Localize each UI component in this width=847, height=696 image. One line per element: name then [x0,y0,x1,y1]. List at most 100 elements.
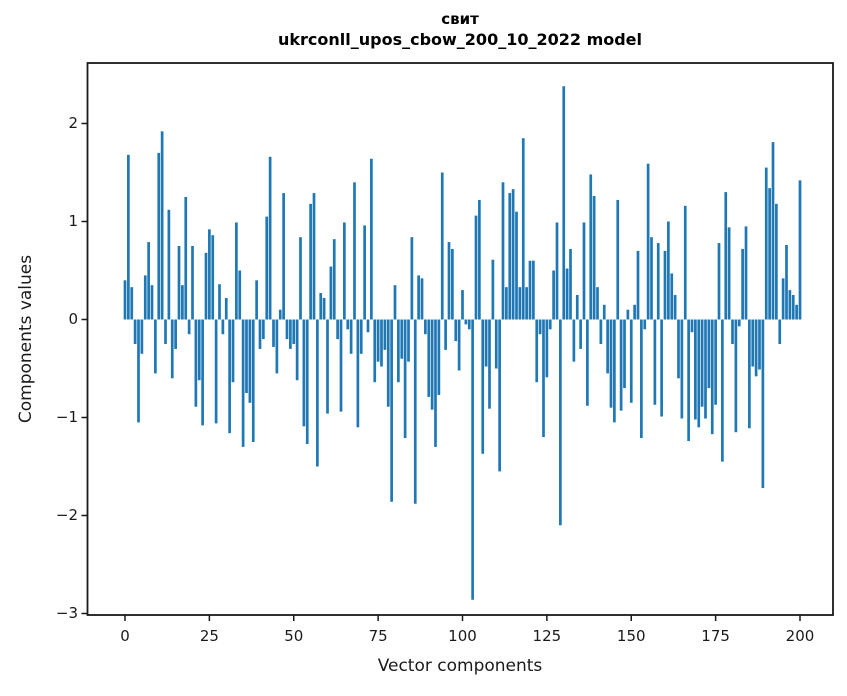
bar [417,275,420,320]
bar [565,268,569,320]
bar [336,319,339,340]
bar [748,319,751,429]
bar [599,319,603,344]
bar [164,319,167,344]
bar [667,221,670,320]
bar [555,222,559,320]
bar [349,319,353,354]
bar [545,319,549,378]
bar [258,319,262,349]
bar [319,293,323,320]
bar [231,319,235,383]
bar [548,319,552,330]
bar [646,163,650,320]
bar [467,319,471,330]
bar [245,319,248,393]
bar [525,287,528,320]
x-tick-label: 100 [448,627,477,645]
bar [535,319,539,383]
bar [272,319,275,347]
bar [397,319,400,383]
bar [592,196,596,320]
bar [299,237,302,320]
bar [454,319,458,342]
bar [687,319,690,442]
bar [690,319,694,333]
bar [140,319,144,354]
bar [606,319,609,374]
bar [137,319,140,423]
bar [508,193,512,320]
y-tick-label: 0 [68,309,78,328]
bar [356,319,360,428]
bar [316,319,319,467]
bar [407,319,410,362]
bar [660,319,663,417]
bar [623,319,626,389]
bar [626,309,630,320]
bar [194,319,198,407]
bar [788,290,792,320]
bar [670,273,674,320]
bar [363,225,366,320]
bar [538,319,542,335]
bar [130,287,134,320]
y-tick-label: −3 [55,603,78,622]
bar [633,304,636,320]
bar [552,270,555,320]
bar [339,319,343,412]
bar [265,216,269,320]
bar [771,142,775,320]
bar [181,285,184,320]
bar [569,248,572,320]
bar [575,295,579,320]
bar [481,319,485,454]
bar [677,319,680,379]
bar [471,319,474,600]
bar [201,319,204,426]
bar [208,229,211,320]
bar [160,131,164,320]
bar [501,182,505,320]
bar [511,189,515,320]
bar [464,319,468,325]
bar [235,222,238,320]
bar [775,203,778,320]
bar [393,285,397,320]
bar [707,319,711,389]
bar [312,193,316,320]
bar [451,248,454,320]
chart-subtitle: ukrconll_upos_cbow_200_10_2022 model [277,30,643,49]
bar [329,266,333,320]
bar [724,192,728,320]
bar [214,319,218,424]
bar [494,319,498,369]
bar [154,319,157,374]
bar [721,319,724,462]
bar [174,319,177,349]
bar [498,319,501,472]
bar [424,319,427,335]
y-tick-label: −2 [55,505,78,524]
bar [400,319,404,359]
bar [282,193,285,320]
bar [427,319,431,397]
y-tick-label: −1 [55,407,78,426]
bar [248,319,252,403]
bar [663,250,667,320]
bar [589,174,593,320]
bar [420,278,424,320]
bar [737,319,741,327]
bar [505,287,508,320]
bar [444,319,447,350]
bar [410,237,414,320]
y-tick-label: 2 [68,113,78,132]
bar [532,260,535,320]
bar [447,242,451,320]
bar [413,319,417,504]
bar [518,287,522,320]
bar [434,319,437,447]
bar [322,297,326,320]
bar [768,188,771,320]
